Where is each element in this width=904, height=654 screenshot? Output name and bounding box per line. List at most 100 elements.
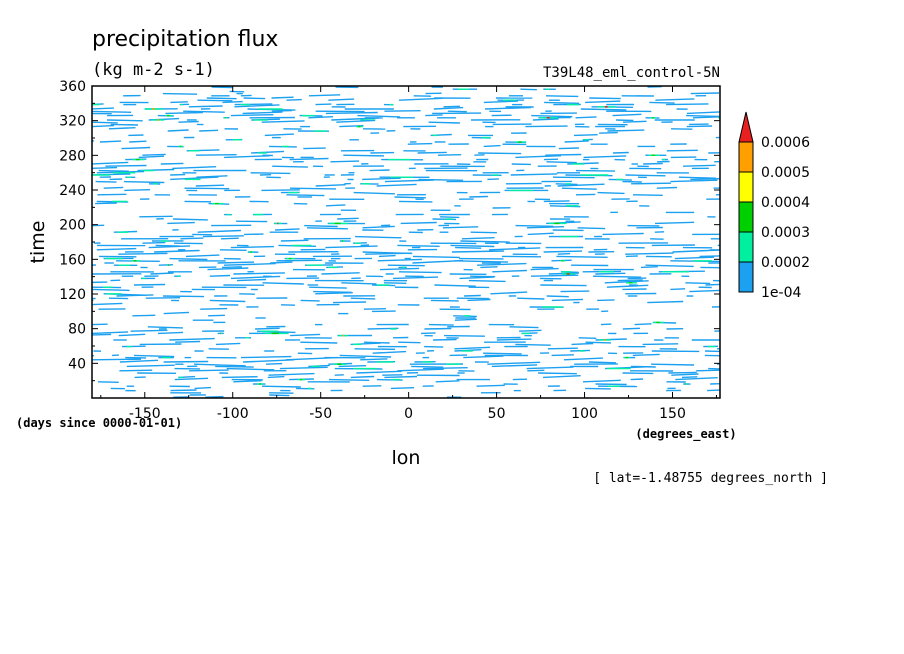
precip-streak [670,179,718,183]
precip-streak [604,280,649,284]
precip-streak [92,333,112,336]
precip-streak [173,218,208,221]
precip-streak [233,380,262,383]
precip-streak [437,154,462,156]
precip-streak [435,380,460,383]
precip-streak [686,125,713,128]
colorbar-label: 0.0006 [761,135,810,151]
precip-streak [331,117,379,121]
precip-streak [315,103,332,106]
precip-streak [527,369,545,372]
precip-streak [450,244,495,248]
precip-streak [430,299,459,302]
precip-streak [337,217,359,220]
precip-streak [424,345,444,348]
precip-streak [595,383,627,386]
precip-streak [724,294,763,295]
precip-streak [714,330,720,332]
precip-streak [689,289,720,293]
precip-streak [585,100,621,104]
precip-streak [262,282,304,285]
precip-streak [230,275,281,280]
precip-streak [615,119,634,122]
precip-streak [418,178,464,181]
precip-streak [547,347,578,350]
colorbar-label: 0.0002 [761,255,810,271]
precip-streak [755,322,782,323]
precip-streak [275,228,300,231]
precip-streak [454,260,509,263]
precip-streak [163,360,209,363]
precip-streak [243,359,295,363]
precip-streak [476,384,505,387]
precip-streak [622,327,641,330]
precip-streak [451,250,504,253]
precip-streak [308,116,334,119]
precip-streak [491,364,538,368]
precip-streak [315,292,353,295]
precip-streak [341,282,377,285]
precip-streak [417,151,447,154]
precip-streak [546,161,577,164]
precip-streak [350,375,375,379]
precip-streak [328,98,355,101]
precip-streak [483,100,519,104]
precip-streak [92,281,108,284]
chart-units: (kg m-2 s-1) [92,60,215,80]
precip-streak [92,288,130,292]
precip-streak [551,354,574,357]
precip-streak [589,97,621,100]
precip-streak [461,237,495,240]
precip-streak [261,120,305,123]
precip-streak [98,169,129,172]
precip-streak [538,372,577,375]
precip-streak [672,249,720,253]
precip-streak [558,147,579,150]
precip-streak [330,160,360,163]
precip-streak [95,202,117,205]
precip-streak [188,105,223,108]
precip-streak [145,297,181,299]
precip-streak [588,361,616,364]
precip-streak [206,97,237,100]
colorbar-swatch [738,171,754,203]
precip-streak [121,146,151,150]
precip-streak [655,98,695,101]
precip-streak [515,155,562,159]
precip-streak [217,261,255,264]
precip-streak [671,373,699,376]
precip-streak [92,121,118,124]
precip-streak [400,221,437,225]
precip-streak [390,387,415,390]
precip-streak [224,155,270,159]
precip-streak [675,377,718,381]
precip-streak [215,365,254,368]
y-tick-label: 200 [59,218,86,234]
precip-streak [597,191,625,195]
precip-streak [209,299,246,303]
precip-streak [97,381,119,383]
x-tick-label: -100 [217,406,249,422]
x-axis-units: (degrees_east) [635,427,736,442]
precip-streak [778,366,821,367]
precip-streak [160,162,184,165]
precip-streak [398,341,421,344]
precip-streak [582,379,621,383]
precip-streak [267,375,285,379]
precip-streak [642,343,679,346]
precip-streak [313,290,352,293]
precip-streak [492,269,527,273]
precip-streak [425,114,443,117]
precip-streak [622,120,647,123]
precip-streak [142,241,166,244]
precip-streak [595,272,626,275]
precip-streak [170,101,188,104]
precip-streak [484,106,532,110]
precip-streak [455,246,482,249]
precip-streak [563,357,603,361]
precip-streak [398,271,442,274]
y-tick-label: 280 [59,148,86,164]
precip-streak [647,300,684,304]
precip-streak [580,108,627,111]
